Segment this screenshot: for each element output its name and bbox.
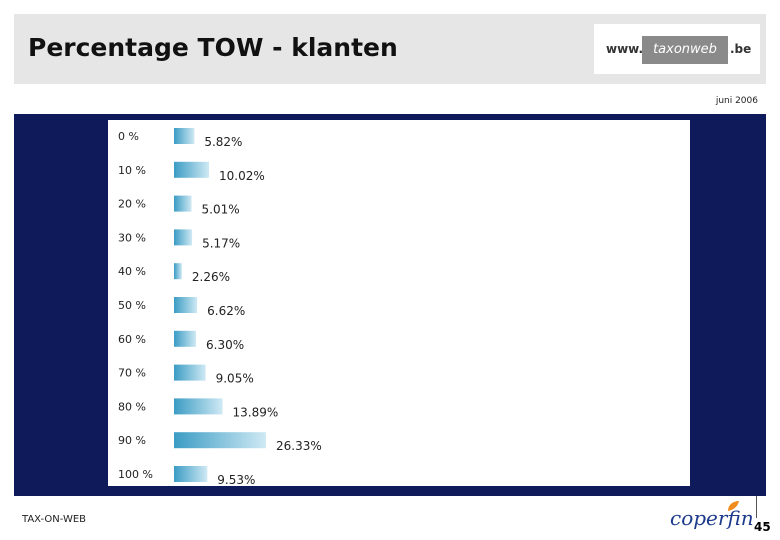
page-number: 45	[754, 520, 771, 534]
logo-middle: taxonweb	[642, 36, 728, 64]
category-label: 70 %	[118, 367, 146, 380]
category-label: 30 %	[118, 231, 146, 244]
bar	[174, 398, 223, 415]
bar	[174, 466, 208, 482]
bar	[174, 161, 210, 178]
leaf-icon	[728, 501, 739, 511]
category-label: 40 %	[118, 265, 146, 278]
bar	[174, 364, 206, 381]
chart-card: 0 % 5.82% 10 % 10.02% 20 % 5.01% 30 % 5.17% 40 %…	[108, 120, 690, 486]
category-label: 10 %	[118, 164, 146, 177]
divider	[756, 496, 757, 518]
category-label: 80 %	[118, 400, 146, 413]
logo-prefix: www.	[606, 42, 644, 56]
bar	[174, 330, 197, 347]
page-title: Percentage TOW - klanten	[28, 33, 398, 62]
logo-suffix: .be	[730, 42, 752, 56]
bar	[174, 195, 192, 212]
bar	[174, 432, 266, 449]
value-label: 6.62%	[207, 304, 245, 318]
coperfin-logo: coperfin	[668, 500, 754, 532]
category-label: 20 %	[118, 198, 146, 211]
category-label: 0 %	[118, 130, 139, 143]
bar	[174, 263, 182, 280]
bar	[174, 297, 198, 313]
value-label: 9.53%	[217, 473, 255, 486]
value-label: 9.05%	[216, 372, 254, 386]
date-label: juni 2006	[715, 96, 758, 106]
bar	[174, 128, 195, 144]
category-label: 100 %	[118, 468, 153, 481]
footer-label: TAX-ON-WEB	[22, 514, 87, 525]
category-label: 90 %	[118, 434, 146, 447]
value-label: 10.02%	[219, 169, 265, 183]
taxonweb-logo: www. taxonweb .be	[594, 24, 760, 74]
bar-chart: 0 % 5.82% 10 % 10.02% 20 % 5.01% 30 % 5.17% 40 %…	[118, 128, 322, 486]
value-label: 2.26%	[192, 270, 230, 284]
value-label: 5.01%	[202, 203, 240, 217]
value-label: 6.30%	[206, 338, 244, 352]
value-label: 5.17%	[202, 236, 240, 250]
value-label: 13.89%	[233, 405, 279, 419]
category-label: 50 %	[118, 299, 146, 312]
bar	[174, 229, 193, 246]
value-label: 26.33%	[276, 439, 322, 453]
category-label: 60 %	[118, 333, 146, 346]
value-label: 5.82%	[204, 135, 242, 149]
brand-name: coperfin	[670, 506, 754, 530]
